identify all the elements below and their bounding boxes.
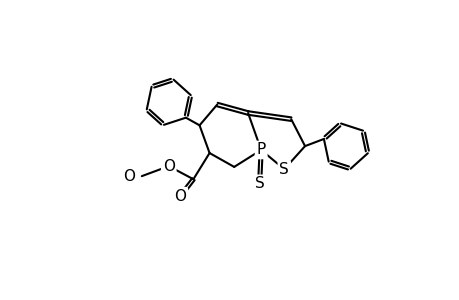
Text: S: S <box>279 162 289 177</box>
Text: O: O <box>123 169 135 184</box>
Text: S: S <box>254 176 264 191</box>
Text: P: P <box>256 142 265 158</box>
Text: O: O <box>162 159 174 174</box>
Text: O: O <box>174 189 186 204</box>
